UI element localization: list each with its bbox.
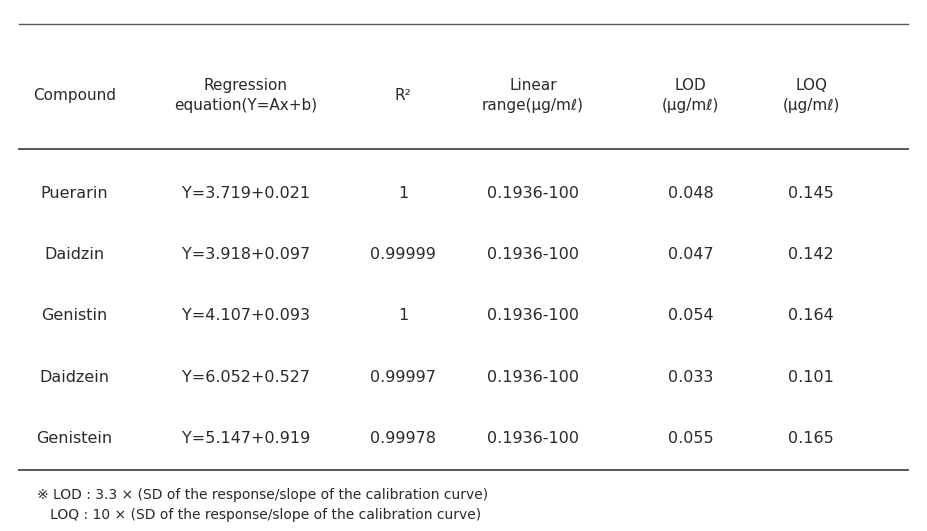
- Text: Y=3.719+0.021: Y=3.719+0.021: [182, 186, 310, 201]
- Text: 0.1936-100: 0.1936-100: [487, 186, 579, 201]
- Text: 0.048: 0.048: [667, 186, 714, 201]
- Text: 0.101: 0.101: [788, 370, 834, 384]
- Text: 0.1936-100: 0.1936-100: [487, 247, 579, 262]
- Text: 0.164: 0.164: [788, 309, 834, 323]
- Text: 0.145: 0.145: [788, 186, 834, 201]
- Text: 0.054: 0.054: [667, 309, 714, 323]
- Text: Daidzein: Daidzein: [39, 370, 109, 384]
- Text: ※ LOD : 3.3 × (SD of the response/slope of the calibration curve): ※ LOD : 3.3 × (SD of the response/slope …: [37, 488, 489, 502]
- Text: 0.99997: 0.99997: [370, 370, 437, 384]
- Text: LOD
(μg/mℓ): LOD (μg/mℓ): [662, 78, 719, 113]
- Text: 0.1936-100: 0.1936-100: [487, 309, 579, 323]
- Text: Y=5.147+0.919: Y=5.147+0.919: [182, 431, 310, 446]
- Text: 1: 1: [398, 309, 409, 323]
- Text: 1: 1: [398, 186, 409, 201]
- Text: R²: R²: [395, 88, 412, 103]
- Text: Puerarin: Puerarin: [41, 186, 108, 201]
- Text: Regression
equation(Y=Ax+b): Regression equation(Y=Ax+b): [174, 78, 317, 113]
- Text: 0.99978: 0.99978: [370, 431, 437, 446]
- Text: 0.1936-100: 0.1936-100: [487, 431, 579, 446]
- Text: Genistin: Genistin: [41, 309, 108, 323]
- Text: 0.055: 0.055: [667, 431, 714, 446]
- Text: Compound: Compound: [32, 88, 116, 103]
- Text: 0.047: 0.047: [667, 247, 714, 262]
- Text: Y=6.052+0.527: Y=6.052+0.527: [182, 370, 310, 384]
- Text: 0.1936-100: 0.1936-100: [487, 370, 579, 384]
- Text: Y=3.918+0.097: Y=3.918+0.097: [182, 247, 310, 262]
- Text: LOQ : 10 × (SD of the response/slope of the calibration curve): LOQ : 10 × (SD of the response/slope of …: [37, 508, 481, 522]
- Text: 0.165: 0.165: [788, 431, 834, 446]
- Text: Y=4.107+0.093: Y=4.107+0.093: [182, 309, 310, 323]
- Text: 0.99999: 0.99999: [370, 247, 437, 262]
- Text: Genistein: Genistein: [36, 431, 112, 446]
- Text: 0.033: 0.033: [668, 370, 713, 384]
- Text: Linear
range(μg/mℓ): Linear range(μg/mℓ): [482, 78, 584, 113]
- Text: 0.142: 0.142: [788, 247, 834, 262]
- Text: LOQ
(μg/mℓ): LOQ (μg/mℓ): [782, 78, 840, 113]
- Text: Daidzin: Daidzin: [44, 247, 104, 262]
